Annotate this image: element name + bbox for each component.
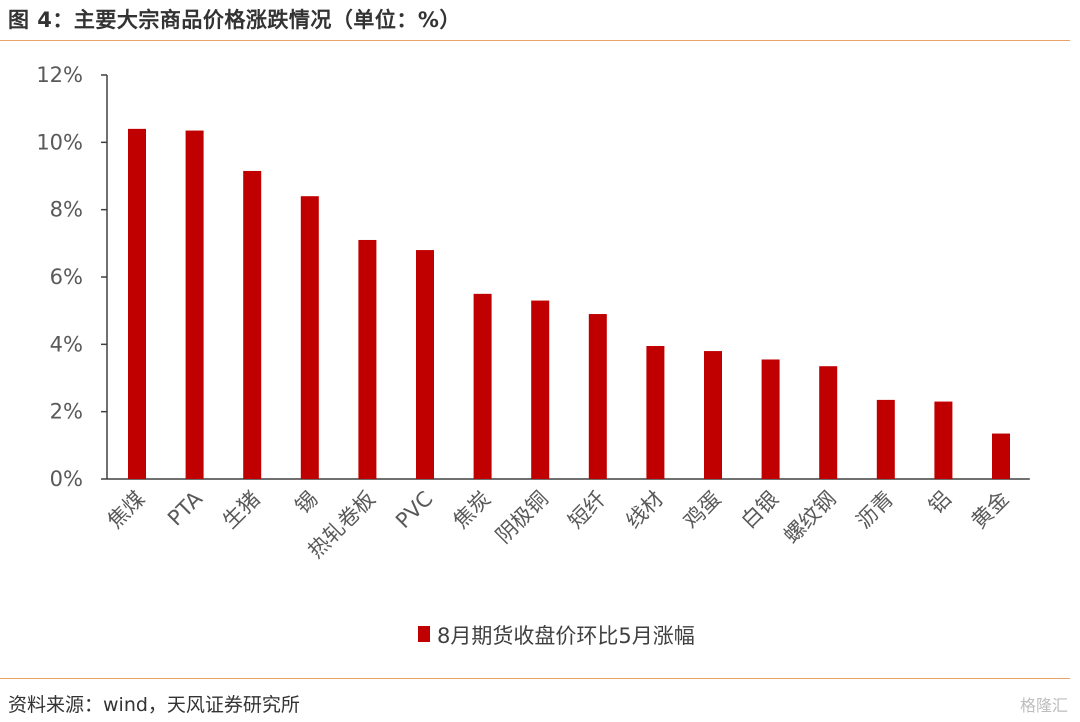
x-category-label: 线材 [621, 487, 668, 534]
y-tick-label: 10% [36, 130, 83, 154]
x-category-label: 沥青 [852, 487, 899, 534]
legend: 8月期货收盘价环比5月涨幅 [418, 624, 695, 648]
x-category-label: 短纤 [564, 487, 611, 534]
bar [588, 314, 607, 479]
bar [128, 128, 146, 479]
bar [300, 196, 319, 479]
x-category-label: PTA [163, 486, 207, 530]
y-tick-label: 0% [50, 467, 83, 491]
y-tick-label: 6% [50, 265, 83, 289]
x-category-label: 焦煤 [103, 487, 150, 534]
bar-chart: 0%2%4%6%8%10%12% 焦煤 PTA 生猪 锡热轧卷板 PVC 焦炭阴极铜 短纤线… [36, 63, 1030, 648]
bar [934, 401, 953, 479]
watermark-logo: 格隆汇 [1019, 696, 1068, 715]
x-category-label: 鸡蛋 [679, 487, 726, 534]
bar [704, 351, 722, 479]
y-tick-label: 8% [50, 198, 83, 222]
bar [358, 239, 377, 479]
bar [876, 399, 895, 479]
x-category-label: 白银 [736, 487, 783, 534]
x-category-label: 阴极铜 [491, 487, 553, 549]
bar [243, 170, 262, 479]
x-category-label: 焦炭 [448, 487, 495, 534]
legend-swatch [418, 626, 430, 642]
bar [473, 293, 492, 479]
y-tick-label: 2% [50, 400, 83, 424]
x-category-label: 铝 [924, 487, 956, 519]
top-divider [0, 40, 1070, 41]
y-tick-label: 4% [50, 332, 83, 356]
bar [819, 366, 838, 479]
bottom-divider [0, 678, 1070, 679]
bar [531, 300, 550, 479]
source-note: 资料来源：wind，天风证券研究所 [8, 694, 300, 716]
bar [992, 433, 1010, 479]
y-tick-label: 12% [36, 63, 83, 87]
bar [761, 359, 780, 479]
x-category-label: PVC [391, 487, 437, 533]
x-category-label: 锡 [291, 487, 323, 519]
x-category-label: 生猪 [218, 487, 265, 534]
bar [646, 346, 665, 479]
x-axis-labels: 焦煤 PTA 生猪 锡热轧卷板 PVC 焦炭阴极铜 短纤 线材 鸡蛋 白银螺纹钢 沥青铝黄金 [103, 486, 1014, 563]
bar [185, 130, 204, 480]
chart-title: 图 4：主要大宗商品价格涨跌情况（单位：%） [8, 8, 461, 32]
bar [416, 250, 434, 479]
bars [128, 128, 1010, 480]
legend-label: 8月期货收盘价环比5月涨幅 [437, 624, 695, 648]
x-category-label: 黄金 [967, 487, 1014, 534]
x-category-label: 螺纹钢 [779, 487, 841, 549]
